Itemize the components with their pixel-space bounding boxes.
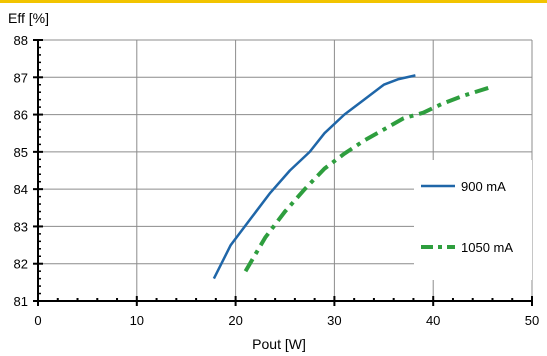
x-tick-label-30: 30 <box>327 313 341 328</box>
legend: 900 mA 1050 mA <box>414 160 532 280</box>
y-tick-label-85: 85 <box>14 145 28 160</box>
series-line-0 <box>212 74 416 280</box>
legend-background <box>414 160 532 280</box>
y-tick-label-84: 84 <box>14 182 28 197</box>
tick-labels: 0 10 20 30 40 50 81 82 83 84 85 86 87 88 <box>14 33 540 328</box>
y-tick-label-86: 86 <box>14 108 28 123</box>
axes <box>37 40 532 302</box>
y-axis-title: Eff [%] <box>8 10 49 26</box>
y-tick-label-81: 81 <box>14 294 28 309</box>
axis-ticks <box>33 39 533 306</box>
y-tick-label-82: 82 <box>14 257 28 272</box>
legend-label-1050ma: 1050 mA <box>461 240 513 255</box>
x-tick-label-0: 0 <box>34 313 41 328</box>
x-tick-label-40: 40 <box>426 313 440 328</box>
series-line-1 <box>243 84 494 273</box>
series-lines <box>212 74 494 280</box>
y-tick-label-83: 83 <box>14 219 28 234</box>
x-tick-label-10: 10 <box>130 313 144 328</box>
legend-label-900ma: 900 mA <box>461 179 506 194</box>
y-tick-label-88: 88 <box>14 33 28 48</box>
top-accent-bar <box>0 0 547 3</box>
y-tick-label-87: 87 <box>14 70 28 85</box>
x-axis-title: Pout [W] <box>252 336 306 352</box>
x-tick-label-50: 50 <box>525 313 539 328</box>
x-tick-label-20: 20 <box>228 313 242 328</box>
